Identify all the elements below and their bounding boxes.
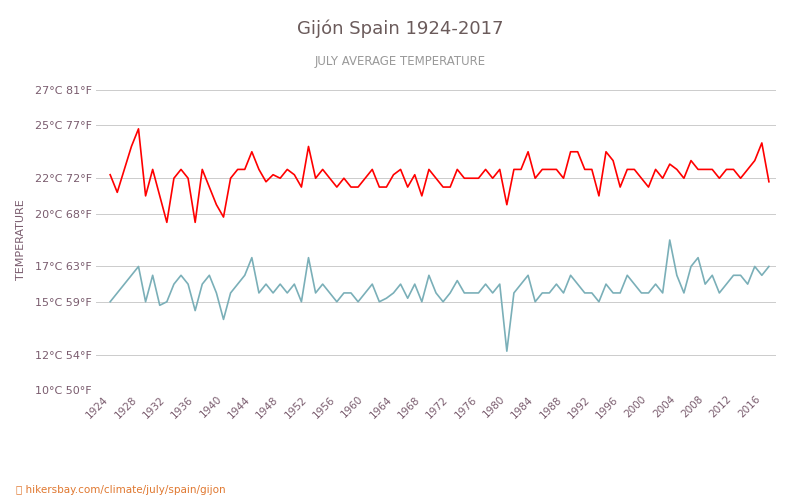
Text: Gijón Spain 1924-2017: Gijón Spain 1924-2017 (297, 20, 503, 38)
Y-axis label: TEMPERATURE: TEMPERATURE (16, 200, 26, 280)
Text: 📍 hikersbay.com/climate/july/spain/gijon: 📍 hikersbay.com/climate/july/spain/gijon (16, 485, 226, 495)
Text: JULY AVERAGE TEMPERATURE: JULY AVERAGE TEMPERATURE (314, 55, 486, 68)
